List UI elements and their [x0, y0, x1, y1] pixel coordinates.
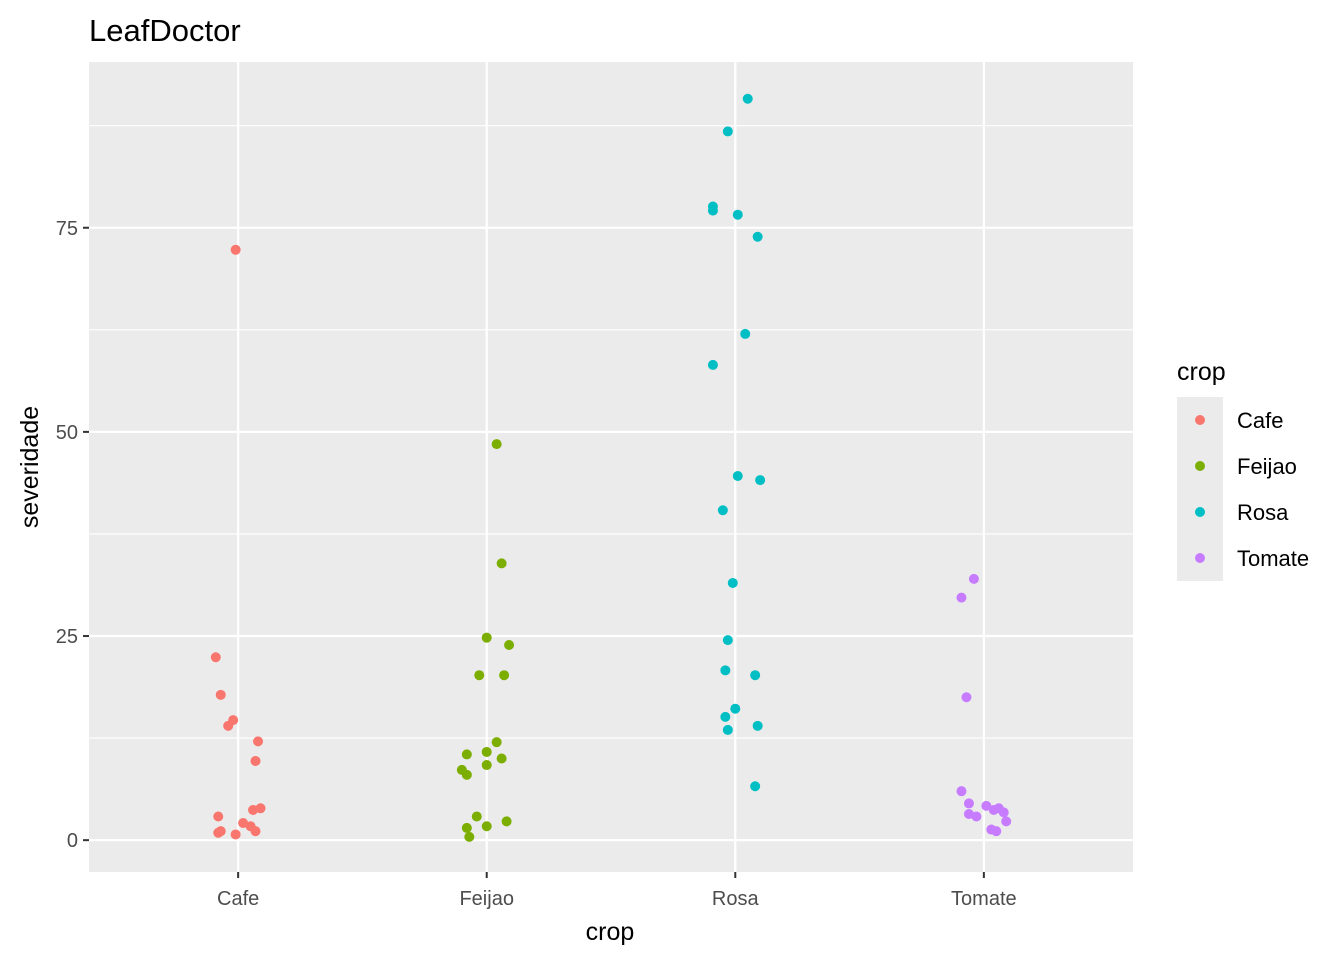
point-rosa — [727, 577, 738, 588]
point-cafe — [250, 755, 261, 766]
point-feijao — [481, 760, 492, 771]
y-axis-label: severidade — [16, 406, 44, 528]
point-tomate — [1001, 816, 1012, 827]
point-feijao — [481, 821, 492, 832]
point-rosa — [732, 470, 743, 481]
legend-key-point — [1195, 461, 1205, 471]
point-tomate — [956, 786, 967, 797]
point-tomate — [968, 573, 979, 584]
y-tick-label: 0 — [67, 830, 78, 852]
point-feijao — [481, 746, 492, 757]
point-feijao — [464, 831, 475, 842]
point-tomate — [963, 798, 974, 809]
point-rosa — [707, 205, 718, 216]
point-tomate — [971, 811, 982, 822]
y-tick-label: 75 — [56, 218, 78, 240]
point-cafe — [215, 689, 226, 700]
point-feijao — [474, 670, 485, 681]
y-tick-label: 25 — [56, 626, 78, 648]
point-rosa — [732, 209, 743, 220]
point-cafe — [230, 829, 241, 840]
point-cafe — [255, 803, 266, 814]
point-rosa — [750, 670, 761, 681]
point-rosa — [720, 711, 731, 722]
point-tomate — [991, 826, 1002, 837]
point-rosa — [740, 328, 751, 339]
point-tomate — [956, 592, 967, 603]
point-rosa — [730, 703, 741, 714]
legend-key-point — [1195, 507, 1205, 517]
point-rosa — [755, 475, 766, 486]
point-cafe — [253, 736, 264, 747]
point-tomate — [988, 804, 999, 815]
axes: 0 25 50 75 Cafe Feijao Rosa Tomate — [56, 218, 1017, 910]
point-cafe — [213, 827, 224, 838]
point-rosa — [752, 720, 763, 731]
point-feijao — [471, 811, 482, 822]
point-cafe — [213, 811, 224, 822]
legend-key-point — [1195, 553, 1205, 563]
chart-title: LeafDoctor — [89, 13, 241, 48]
y-tick-label: 50 — [56, 422, 78, 444]
point-rosa — [722, 635, 733, 646]
point-rosa — [750, 781, 761, 792]
point-rosa — [722, 724, 733, 735]
point-rosa — [722, 126, 733, 137]
point-feijao — [461, 822, 472, 833]
legend-label-rosa: Rosa — [1237, 500, 1289, 525]
point-rosa — [717, 505, 728, 516]
point-feijao — [461, 749, 472, 760]
point-cafe — [210, 652, 221, 663]
point-cafe — [223, 720, 234, 731]
legend-label-cafe: Cafe — [1237, 408, 1283, 433]
x-tick-label: Cafe — [217, 888, 259, 910]
point-feijao — [501, 816, 512, 827]
point-tomate — [981, 800, 992, 811]
point-feijao — [496, 558, 507, 569]
legend-title: crop — [1177, 358, 1226, 386]
point-rosa — [752, 231, 763, 242]
point-cafe — [238, 818, 249, 829]
point-rosa — [742, 93, 753, 104]
point-feijao — [504, 640, 515, 651]
x-tick-label: Feijao — [459, 888, 513, 910]
points — [210, 93, 1012, 842]
plot-panel — [89, 62, 1133, 872]
point-cafe — [230, 244, 241, 255]
legend-key-point — [1195, 415, 1205, 425]
point-feijao — [491, 737, 502, 748]
point-rosa — [720, 665, 731, 676]
grid — [89, 62, 1133, 872]
x-axis-label: crop — [586, 918, 635, 946]
point-tomate — [998, 807, 1009, 818]
point-feijao — [481, 632, 492, 643]
point-feijao — [499, 670, 510, 681]
legend-label-feijao: Feijao — [1237, 454, 1297, 479]
point-tomate — [961, 692, 972, 703]
point-rosa — [707, 359, 718, 370]
point-feijao — [491, 439, 502, 450]
x-tick-label: Tomate — [951, 888, 1017, 910]
point-cafe — [248, 804, 259, 815]
x-tick-label: Rosa — [712, 888, 760, 910]
legend-label-tomate: Tomate — [1237, 546, 1309, 571]
point-cafe — [250, 826, 261, 837]
point-feijao — [461, 769, 472, 780]
point-feijao — [496, 753, 507, 764]
legend: crop Cafe Feijao Rosa Tomate — [1177, 358, 1309, 581]
